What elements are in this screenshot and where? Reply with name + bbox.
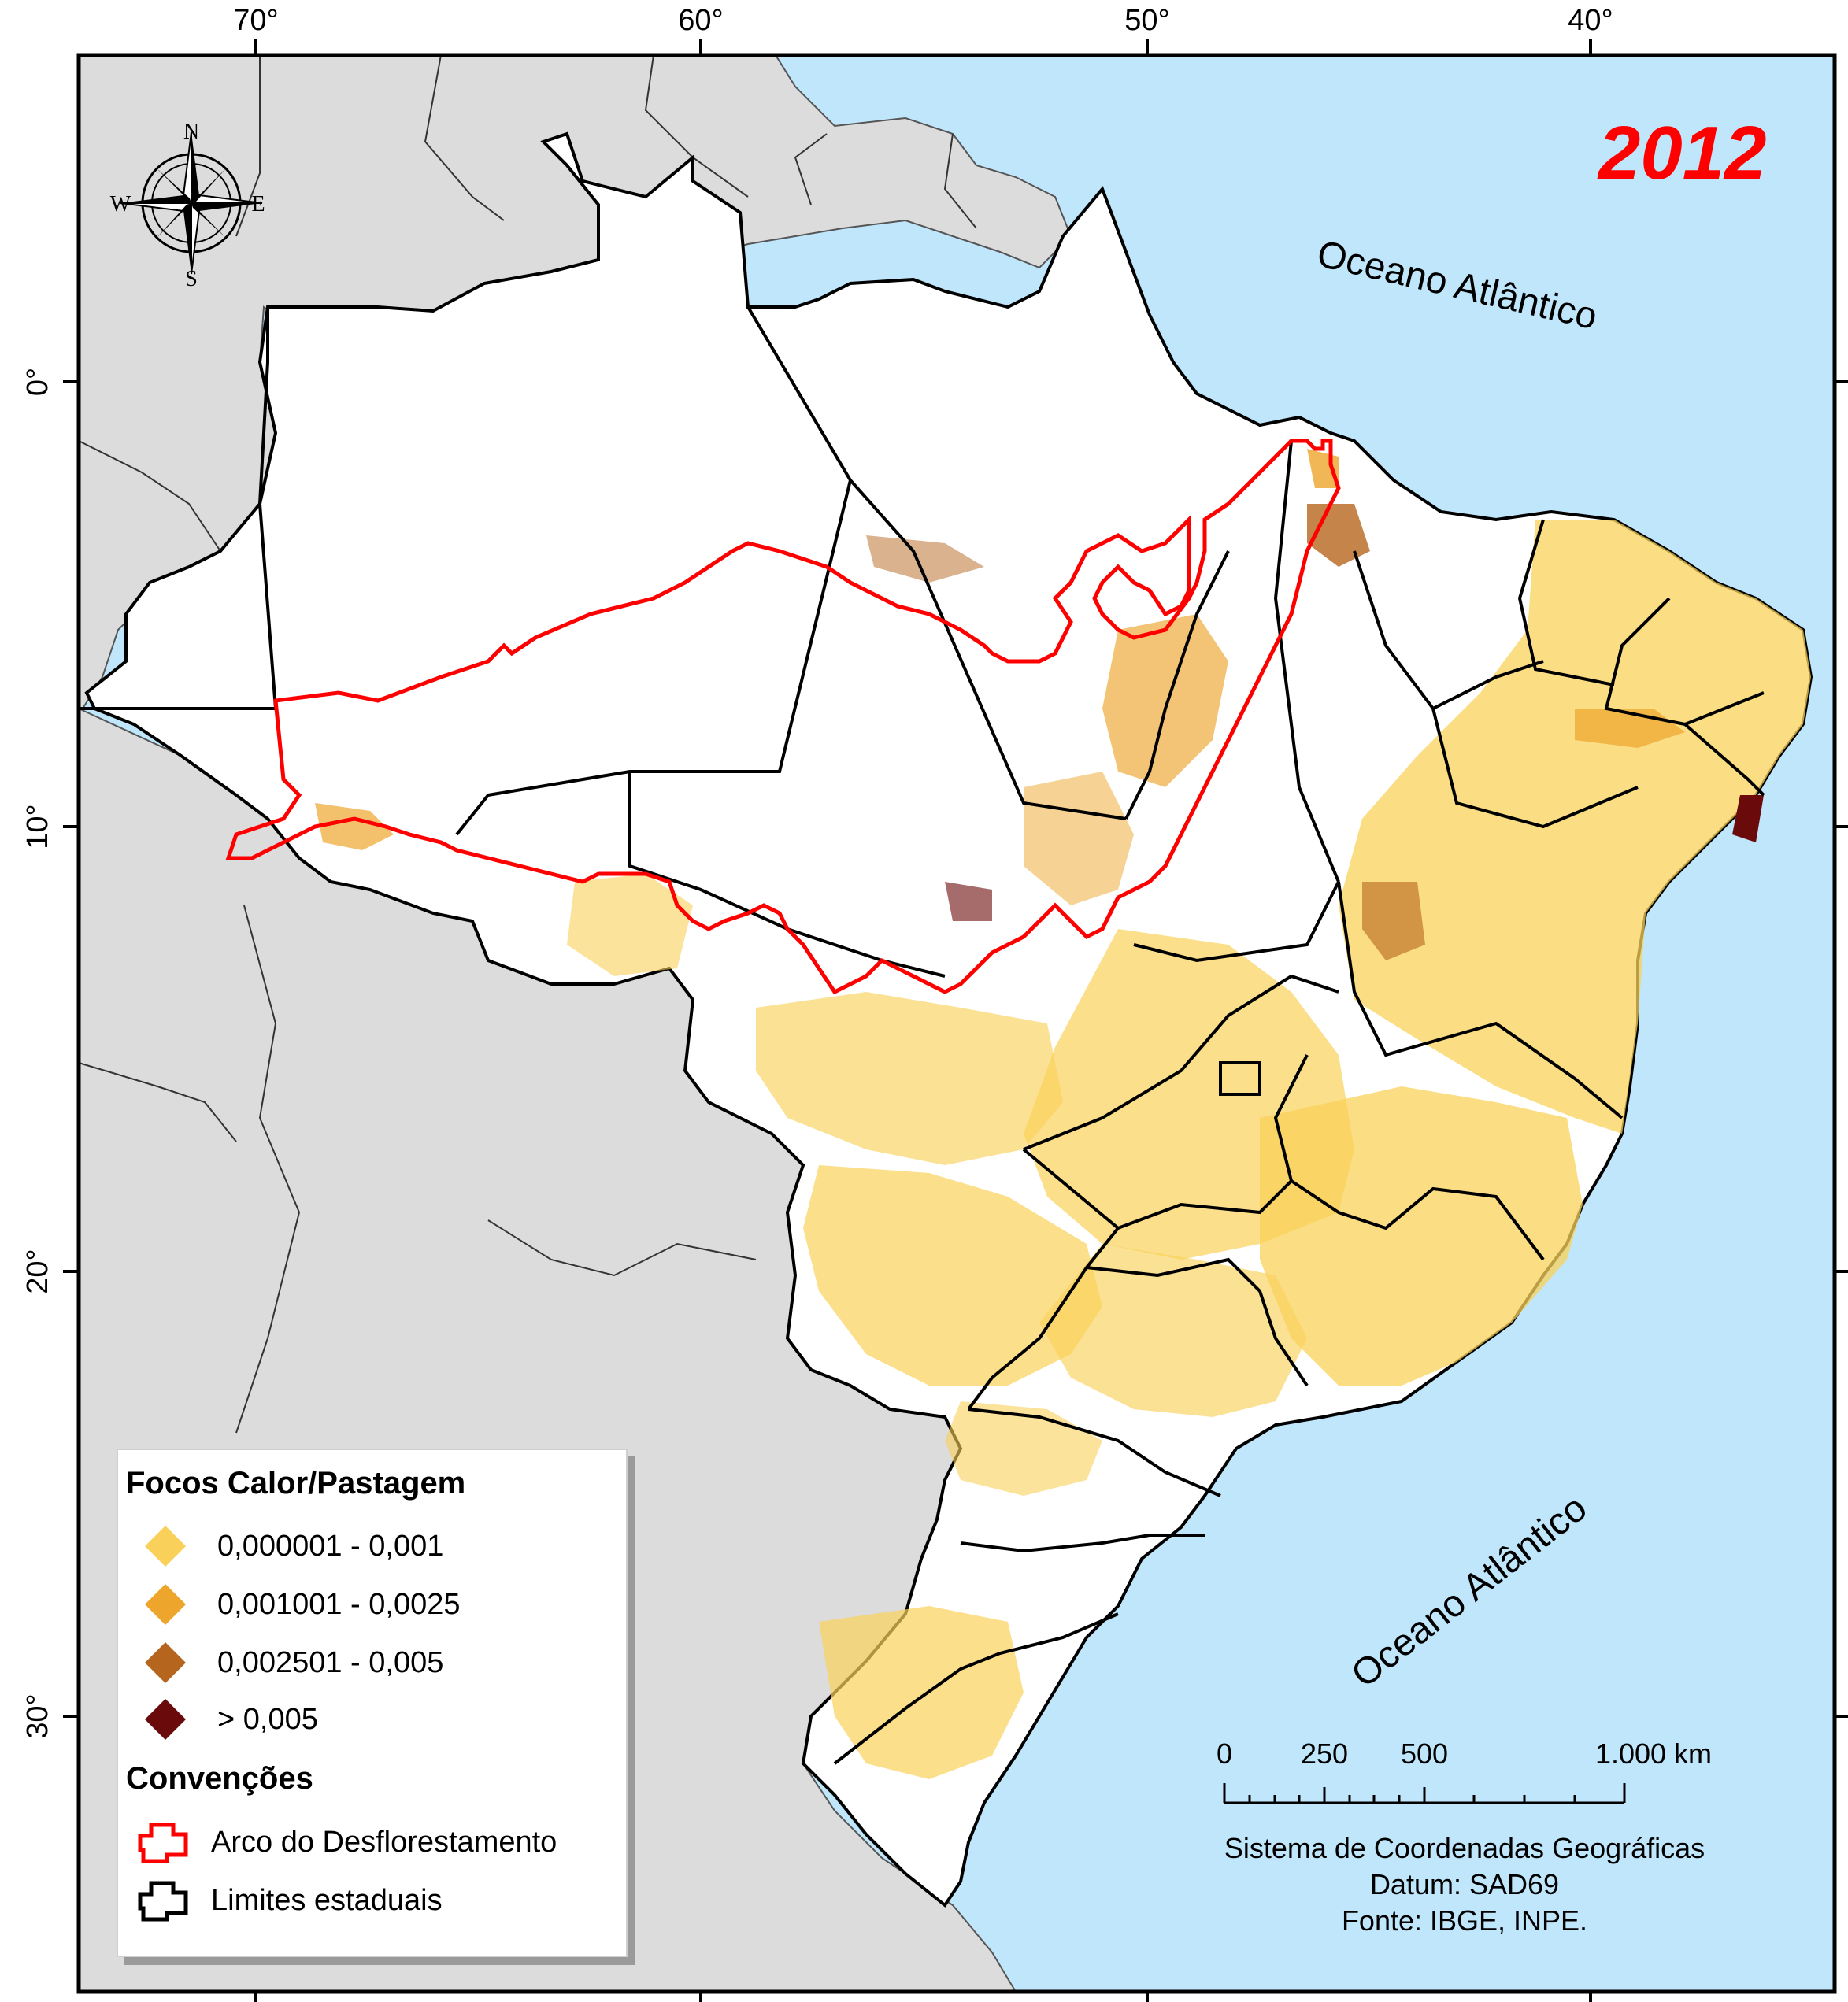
credits-source: Fonte: IBGE, INPE.: [1341, 1904, 1588, 1937]
patch-northeast: [1339, 520, 1811, 1134]
neighbor-borders: [78, 54, 977, 1733]
compass-east: E: [251, 192, 265, 216]
lon-tick-40: 40°: [1568, 4, 1613, 37]
legend-class-label: > 0,005: [217, 1702, 318, 1736]
diamond-swatch-icon: [142, 1581, 189, 1628]
legend-class-2: 0,001001 - 0,0025: [142, 1581, 461, 1628]
scale-bar: [1223, 1783, 1626, 1804]
patch-alagoas: [1732, 795, 1764, 842]
legend-class-1: 0,000001 - 0,001: [142, 1523, 443, 1570]
legend-convention-label: Arco do Desflorestamento: [211, 1825, 557, 1859]
legend-convention-label: Limites estaduais: [211, 1883, 443, 1917]
arco-outline-icon: [135, 1819, 188, 1866]
scale-label-0: 0: [1217, 1737, 1232, 1770]
lat-tick-30: 30°: [21, 1693, 54, 1738]
compass-south: S: [185, 267, 198, 291]
lon-tick-60: 60°: [678, 4, 723, 37]
patch-mato-grosso: [756, 992, 1063, 1165]
lat-ticks: [63, 380, 1848, 1718]
legend-class-4: > 0,005: [142, 1696, 318, 1743]
state-outline-icon: [135, 1877, 188, 1924]
compass-north: N: [183, 120, 199, 144]
patch-tocantins: [1102, 614, 1228, 787]
lon-tick-50: 50°: [1124, 4, 1169, 37]
lat-tick-0: 0°: [21, 368, 54, 396]
year-title: 2012: [1598, 111, 1767, 195]
scale-label-250: 250: [1301, 1737, 1348, 1770]
credits-coordinate-system: Sistema de Coordenadas Geográficas: [1224, 1832, 1705, 1864]
lon-ticks: [254, 39, 1592, 2002]
patch-sao-paulo: [1039, 1244, 1307, 1417]
legend-convention-states: Limites estaduais: [135, 1877, 443, 1924]
patch-rondonia-dark: [945, 882, 992, 921]
patch-piaui: [1362, 882, 1425, 960]
patch-para-south: [1024, 772, 1134, 905]
legend-box: Focos Calor/Pastagem 0,000001 - 0,001 0,…: [117, 1449, 628, 1957]
state-limits: [79, 305, 1765, 1765]
legend-class-label: 0,001001 - 0,0025: [217, 1587, 461, 1621]
patch-rondonia: [567, 874, 693, 976]
arco-desflorestamento-line: [225, 439, 1341, 995]
compass-west: W: [110, 192, 131, 216]
legend-class-3: 0,002501 - 0,005: [142, 1639, 443, 1686]
patch-ms: [803, 1165, 1102, 1386]
lat-tick-20: 20°: [21, 1249, 54, 1293]
diamond-swatch-icon: [142, 1696, 189, 1743]
diamond-swatch-icon: [142, 1639, 189, 1686]
diamond-swatch-icon: [142, 1523, 189, 1570]
legend-class-label: 0,000001 - 0,001: [217, 1529, 444, 1563]
patch-amazonas-west: [866, 535, 984, 583]
scale-label-500: 500: [1401, 1737, 1448, 1770]
compass-rose-icon: N S E W: [110, 120, 265, 291]
map-credits: Sistema de Coordenadas Geográficas Datum…: [1110, 1830, 1819, 1939]
patch-acre: [315, 803, 394, 850]
legend-title: Focos Calor/Pastagem: [126, 1466, 466, 1501]
credits-datum: Datum: SAD69: [1369, 1868, 1560, 1900]
legend-conventions-title: Convenções: [126, 1761, 313, 1796]
heat-focus-patches: [315, 449, 1811, 1779]
lat-tick-10: 10°: [21, 804, 54, 849]
scale-label-1000: 1.000 km: [1595, 1737, 1712, 1770]
lon-tick-70: 70°: [233, 4, 278, 37]
patch-minas: [1260, 1086, 1583, 1386]
map-frame: [76, 53, 1837, 1994]
legend-convention-arco: Arco do Desflorestamento: [135, 1819, 557, 1866]
legend-class-label: 0,002501 - 0,005: [217, 1645, 444, 1679]
